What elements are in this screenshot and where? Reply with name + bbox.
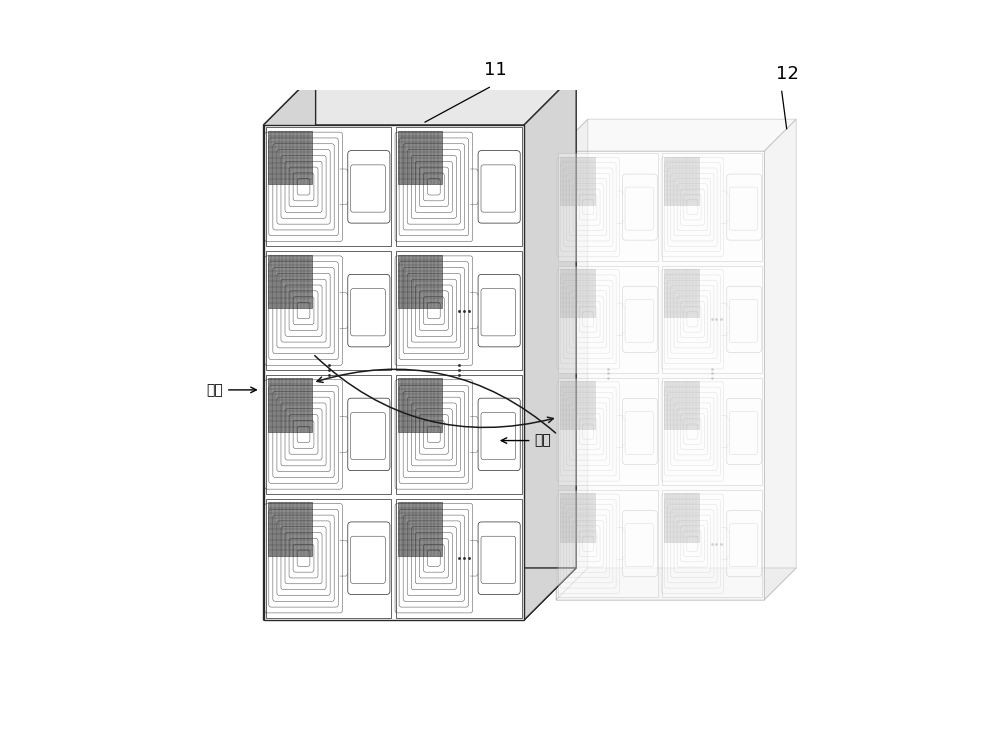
FancyBboxPatch shape	[727, 174, 762, 240]
Polygon shape	[524, 73, 576, 620]
Bar	[398, 255, 442, 308]
FancyBboxPatch shape	[622, 511, 657, 577]
Bar	[560, 381, 595, 429]
FancyBboxPatch shape	[348, 150, 390, 223]
Bar	[560, 268, 595, 317]
Text: 输入: 输入	[206, 383, 223, 397]
FancyBboxPatch shape	[622, 399, 657, 465]
Bar	[662, 490, 762, 598]
FancyBboxPatch shape	[478, 398, 520, 471]
FancyBboxPatch shape	[727, 287, 762, 353]
FancyBboxPatch shape	[351, 412, 385, 459]
Bar	[396, 499, 522, 617]
Bar	[398, 131, 442, 184]
Bar	[396, 374, 522, 494]
Polygon shape	[264, 125, 524, 620]
FancyBboxPatch shape	[622, 174, 657, 240]
Bar	[662, 265, 762, 373]
FancyBboxPatch shape	[729, 411, 758, 454]
Polygon shape	[764, 120, 796, 600]
FancyBboxPatch shape	[625, 299, 653, 342]
FancyBboxPatch shape	[729, 523, 758, 567]
Polygon shape	[264, 73, 576, 125]
Bar	[558, 265, 658, 373]
Bar	[266, 251, 391, 370]
Text: 输出: 输出	[535, 434, 551, 447]
Text: 12: 12	[776, 65, 799, 83]
FancyBboxPatch shape	[478, 522, 520, 594]
Bar	[266, 374, 391, 494]
FancyBboxPatch shape	[729, 187, 758, 230]
FancyBboxPatch shape	[625, 187, 653, 230]
Polygon shape	[556, 151, 764, 600]
FancyBboxPatch shape	[481, 289, 516, 336]
FancyBboxPatch shape	[478, 150, 520, 223]
FancyBboxPatch shape	[351, 536, 385, 584]
FancyBboxPatch shape	[481, 165, 516, 212]
Polygon shape	[556, 120, 588, 600]
Bar	[664, 493, 699, 541]
Text: 11: 11	[484, 61, 507, 79]
Polygon shape	[264, 568, 576, 620]
FancyBboxPatch shape	[625, 411, 653, 454]
FancyBboxPatch shape	[625, 523, 653, 567]
Bar	[268, 255, 312, 308]
Bar	[664, 268, 699, 317]
Bar	[560, 156, 595, 205]
FancyBboxPatch shape	[481, 536, 516, 584]
Bar	[560, 493, 595, 541]
Bar	[662, 153, 762, 261]
Bar	[268, 378, 312, 432]
Bar	[558, 378, 658, 485]
FancyBboxPatch shape	[351, 165, 385, 212]
Bar	[664, 156, 699, 205]
FancyBboxPatch shape	[351, 289, 385, 336]
Bar	[398, 378, 442, 432]
Bar	[558, 490, 658, 598]
FancyBboxPatch shape	[729, 299, 758, 342]
Bar	[398, 502, 442, 556]
Polygon shape	[556, 120, 796, 151]
Bar	[396, 127, 522, 247]
Bar	[268, 131, 312, 184]
FancyBboxPatch shape	[348, 274, 390, 347]
Bar	[558, 153, 658, 261]
FancyBboxPatch shape	[727, 399, 762, 465]
Bar	[664, 381, 699, 429]
Bar	[396, 251, 522, 370]
FancyBboxPatch shape	[348, 522, 390, 594]
Polygon shape	[556, 568, 796, 600]
Bar	[268, 502, 312, 556]
FancyBboxPatch shape	[481, 412, 516, 459]
Bar	[662, 378, 762, 485]
FancyBboxPatch shape	[348, 398, 390, 471]
Bar	[266, 127, 391, 247]
FancyBboxPatch shape	[478, 274, 520, 347]
Bar	[266, 499, 391, 617]
FancyBboxPatch shape	[622, 287, 657, 353]
FancyBboxPatch shape	[727, 511, 762, 577]
Polygon shape	[264, 73, 316, 620]
